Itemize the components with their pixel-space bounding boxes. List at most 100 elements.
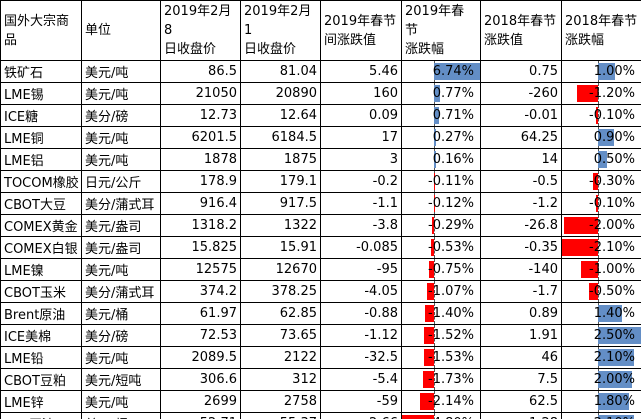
cell-close_2019_02_08[interactable]: 72.53 — [160, 324, 241, 347]
cell-pct_2018[interactable]: 0.50% — [561, 148, 641, 171]
cell-unit[interactable]: 美元/短吨 — [81, 368, 161, 391]
cell-pct_2018[interactable]: -0.30% — [561, 170, 641, 193]
cell-unit[interactable]: 美元/吨 — [81, 82, 161, 105]
cell-chg_2019[interactable]: 160 — [320, 82, 402, 105]
cell-close_2019_02_08[interactable]: 306.6 — [160, 368, 241, 391]
cell-unit[interactable]: 美元/吨 — [81, 390, 161, 413]
cell-commodity[interactable]: CBOT豆粕 — [0, 368, 82, 391]
cell-unit[interactable]: 美元/吨 — [81, 148, 161, 171]
cell-unit[interactable]: 美分/磅 — [81, 104, 161, 127]
cell-unit[interactable]: 美元/盎司 — [81, 214, 161, 237]
cell-unit[interactable]: 日元/公斤 — [81, 170, 161, 193]
cell-pct_2019[interactable]: -4.80% — [401, 412, 481, 419]
cell-close_2019_02_08[interactable]: 86.5 — [160, 60, 241, 83]
cell-pct_2018[interactable]: -1.20% — [561, 82, 641, 105]
cell-chg_2018[interactable]: 0.89 — [480, 302, 562, 325]
cell-chg_2019[interactable]: -32.5 — [320, 346, 402, 369]
cell-close_2019_02_01[interactable]: 62.85 — [240, 302, 321, 325]
cell-unit[interactable]: 美元/吨 — [81, 60, 161, 83]
cell-commodity[interactable]: TOCOM橡胶 — [0, 170, 82, 193]
cell-close_2019_02_01[interactable]: 81.04 — [240, 60, 321, 83]
cell-close_2019_02_01[interactable]: 73.65 — [240, 324, 321, 347]
cell-chg_2018[interactable]: 0.75 — [480, 60, 562, 83]
cell-chg_2019[interactable]: -0.085 — [320, 236, 402, 259]
cell-commodity[interactable]: ICE糖 — [0, 104, 82, 127]
cell-close_2019_02_08[interactable]: 21050 — [160, 82, 241, 105]
cell-chg_2019[interactable]: -5.4 — [320, 368, 402, 391]
cell-commodity[interactable]: CBOT玉米 — [0, 280, 82, 303]
cell-commodity[interactable]: LME锌 — [0, 390, 82, 413]
cell-commodity[interactable]: LME镍 — [0, 258, 82, 281]
cell-chg_2019[interactable]: -2.66 — [320, 412, 402, 419]
cell-commodity[interactable]: 铁矿石 — [0, 60, 82, 83]
cell-chg_2018[interactable]: -0.01 — [480, 104, 562, 127]
cell-commodity[interactable]: COMEX白银 — [0, 236, 82, 259]
cell-chg_2019[interactable]: -1.12 — [320, 324, 402, 347]
cell-chg_2019[interactable]: -3.8 — [320, 214, 402, 237]
cell-pct_2018[interactable]: -0.10% — [561, 104, 641, 127]
cell-commodity[interactable]: LME锡 — [0, 82, 82, 105]
cell-commodity[interactable]: CBOT大豆 — [0, 192, 82, 215]
cell-pct_2019[interactable]: 0.77% — [401, 82, 481, 105]
cell-unit[interactable]: 美元/桶 — [81, 302, 161, 325]
cell-close_2019_02_08[interactable]: 52.71 — [160, 412, 241, 419]
cell-pct_2019[interactable]: -1.40% — [401, 302, 481, 325]
cell-pct_2019[interactable]: -1.07% — [401, 280, 481, 303]
cell-pct_2018[interactable]: 1.40% — [561, 302, 641, 325]
cell-chg_2018[interactable]: 62.5 — [480, 390, 562, 413]
cell-chg_2019[interactable]: -95 — [320, 258, 402, 281]
cell-close_2019_02_01[interactable]: 312 — [240, 368, 321, 391]
cell-pct_2018[interactable]: 2.50% — [561, 324, 641, 347]
cell-chg_2018[interactable]: -0.35 — [480, 236, 562, 259]
cell-commodity[interactable]: ICE美棉 — [0, 324, 82, 347]
cell-chg_2019[interactable]: -0.88 — [320, 302, 402, 325]
cell-pct_2018[interactable]: 2.00% — [561, 368, 641, 391]
cell-chg_2019[interactable]: -59 — [320, 390, 402, 413]
cell-pct_2018[interactable]: -0.10% — [561, 192, 641, 215]
cell-chg_2019[interactable]: -0.2 — [320, 170, 402, 193]
cell-chg_2018[interactable]: -140 — [480, 258, 562, 281]
cell-close_2019_02_01[interactable]: 2122 — [240, 346, 321, 369]
cell-chg_2019[interactable]: 0.09 — [320, 104, 402, 127]
cell-close_2019_02_01[interactable]: 378.25 — [240, 280, 321, 303]
cell-chg_2018[interactable]: -1.7 — [480, 280, 562, 303]
cell-close_2019_02_01[interactable]: 15.91 — [240, 236, 321, 259]
cell-pct_2019[interactable]: -0.29% — [401, 214, 481, 237]
cell-chg_2018[interactable]: -26.8 — [480, 214, 562, 237]
cell-close_2019_02_01[interactable]: 2758 — [240, 390, 321, 413]
cell-close_2019_02_08[interactable]: 1878 — [160, 148, 241, 171]
cell-close_2019_02_01[interactable]: 1322 — [240, 214, 321, 237]
cell-chg_2018[interactable]: 7.5 — [480, 368, 562, 391]
cell-chg_2018[interactable]: -0.5 — [480, 170, 562, 193]
cell-unit[interactable]: 美元/吨 — [81, 346, 161, 369]
cell-close_2019_02_01[interactable]: 12.64 — [240, 104, 321, 127]
cell-close_2019_02_01[interactable]: 20890 — [240, 82, 321, 105]
cell-pct_2018[interactable]: -2.10% — [561, 236, 641, 259]
cell-close_2019_02_08[interactable]: 374.2 — [160, 280, 241, 303]
cell-close_2019_02_01[interactable]: 12670 — [240, 258, 321, 281]
cell-chg_2018[interactable]: 1.91 — [480, 324, 562, 347]
cell-close_2019_02_08[interactable]: 2699 — [160, 390, 241, 413]
cell-pct_2018[interactable]: 2.10% — [561, 412, 641, 419]
cell-chg_2018[interactable]: 64.25 — [480, 126, 562, 149]
cell-pct_2018[interactable]: 2.10% — [561, 346, 641, 369]
cell-close_2019_02_08[interactable]: 2089.5 — [160, 346, 241, 369]
cell-commodity[interactable]: LME铅 — [0, 346, 82, 369]
cell-pct_2018[interactable]: 1.00% — [561, 60, 641, 83]
cell-close_2019_02_01[interactable]: 917.5 — [240, 192, 321, 215]
cell-chg_2018[interactable]: -1.2 — [480, 192, 562, 215]
cell-commodity[interactable]: Brent原油 — [0, 302, 82, 325]
cell-pct_2018[interactable]: 0.90% — [561, 126, 641, 149]
cell-close_2019_02_08[interactable]: 61.97 — [160, 302, 241, 325]
cell-close_2019_02_08[interactable]: 916.4 — [160, 192, 241, 215]
cell-pct_2019[interactable]: -0.12% — [401, 192, 481, 215]
cell-commodity[interactable]: WTI原油 — [0, 412, 82, 419]
cell-close_2019_02_01[interactable]: 179.1 — [240, 170, 321, 193]
cell-chg_2018[interactable]: 1.28 — [480, 412, 562, 419]
cell-close_2019_02_01[interactable]: 1875 — [240, 148, 321, 171]
cell-pct_2019[interactable]: -0.11% — [401, 170, 481, 193]
cell-pct_2019[interactable]: -1.73% — [401, 368, 481, 391]
cell-chg_2018[interactable]: 14 — [480, 148, 562, 171]
cell-pct_2018[interactable]: 1.80% — [561, 390, 641, 413]
cell-close_2019_02_01[interactable]: 6184.5 — [240, 126, 321, 149]
